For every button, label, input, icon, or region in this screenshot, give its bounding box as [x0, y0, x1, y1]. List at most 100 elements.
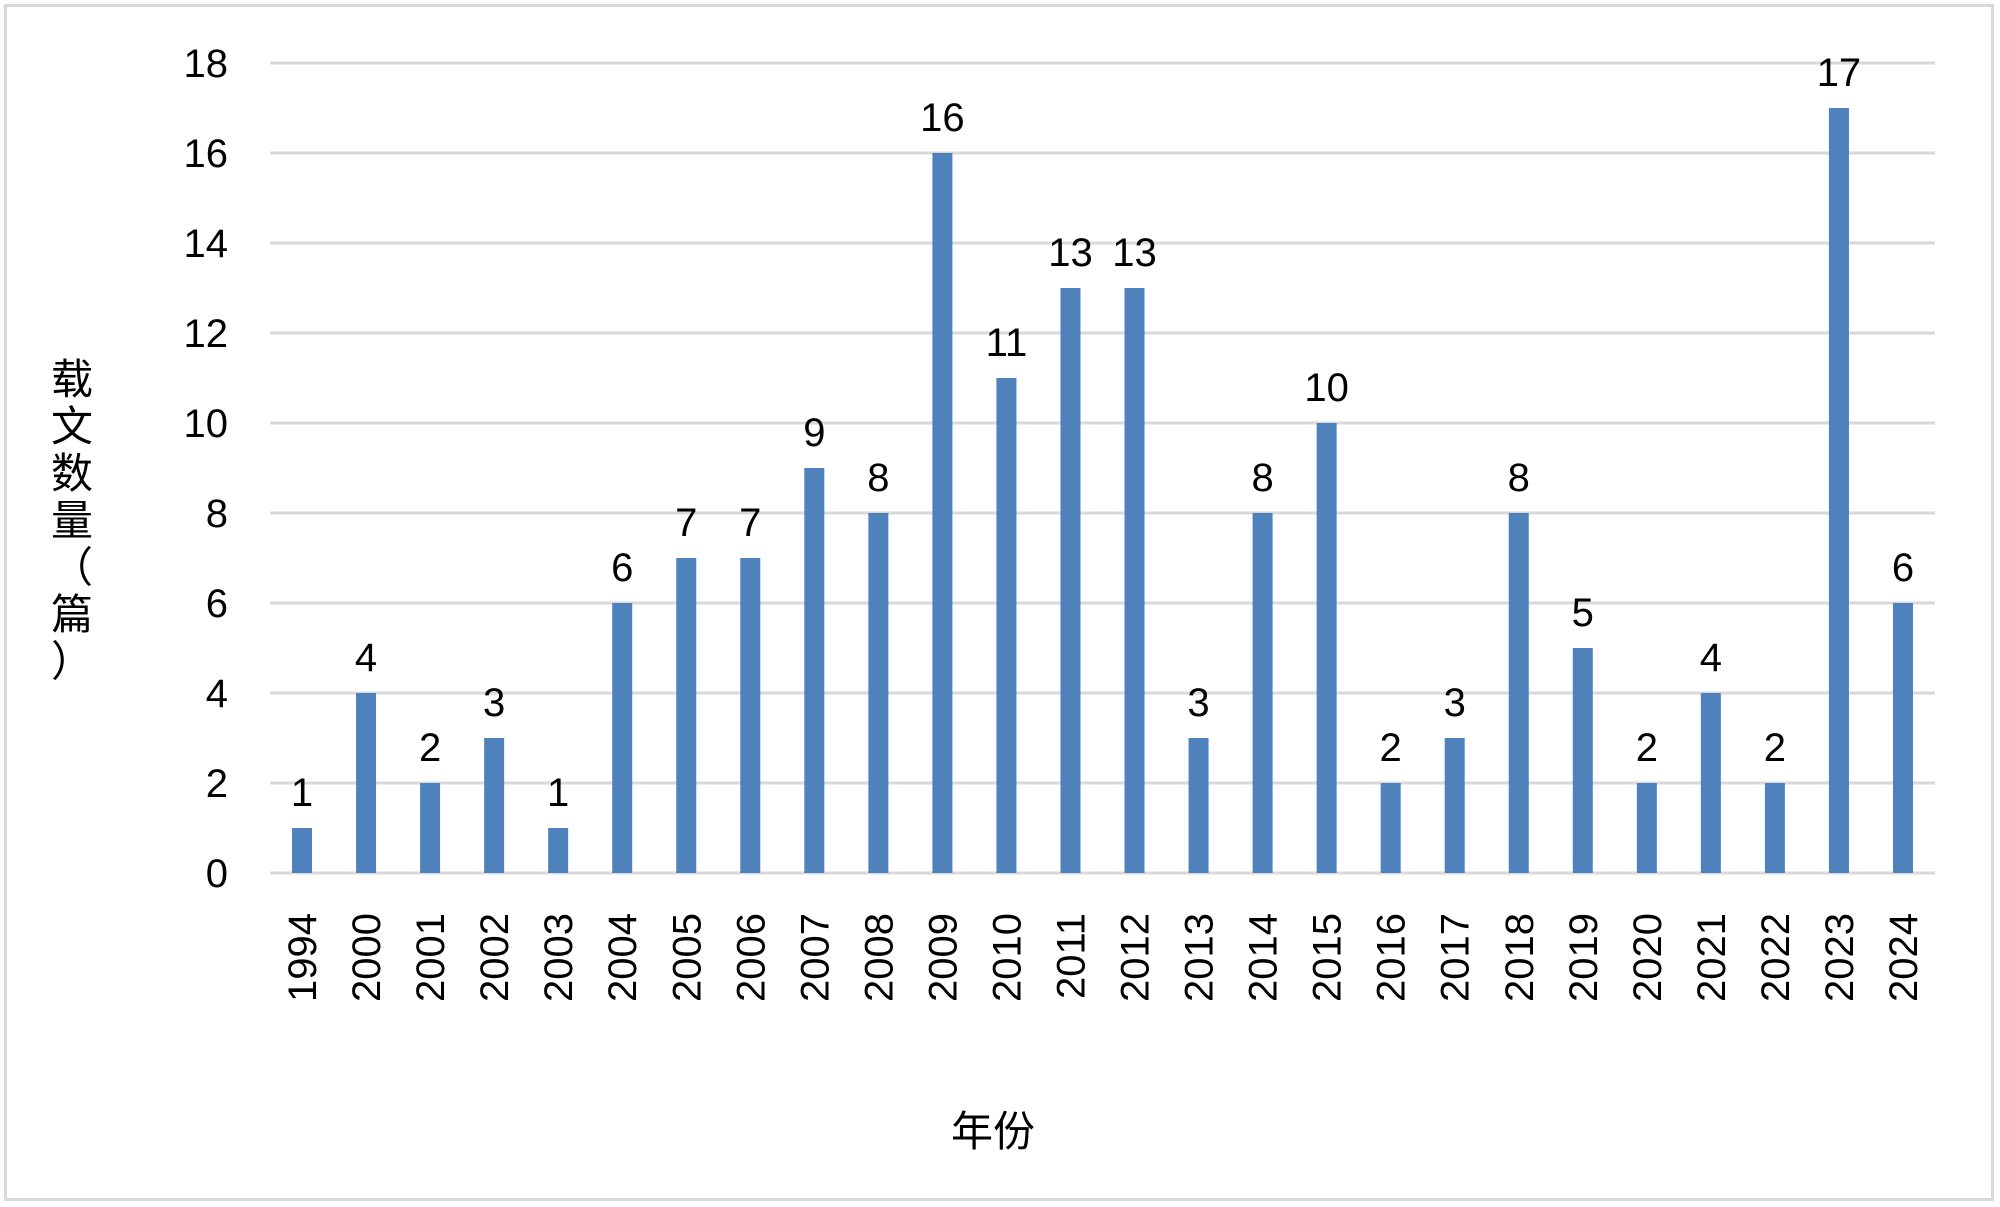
y-axis-title-char: 载: [51, 355, 93, 404]
x-tick-label-2004: 2004: [601, 913, 645, 1002]
data-label-2015: 10: [1304, 366, 1349, 410]
x-tick-label-2008: 2008: [857, 913, 901, 1002]
data-label-2012: 13: [1112, 231, 1157, 275]
data-label-2018: 8: [1508, 456, 1530, 500]
y-axis-title-char: 数: [51, 449, 93, 498]
bar-2003: [548, 828, 569, 873]
bar-2010: [996, 378, 1017, 873]
x-tick-label-2024: 2024: [1882, 913, 1926, 1002]
bar-2014: [1252, 513, 1273, 873]
bar-2020: [1636, 783, 1657, 873]
bar-2007: [804, 468, 825, 873]
bar-2021: [1700, 693, 1721, 873]
bar-2004: [612, 603, 633, 873]
bar-2013: [1188, 738, 1209, 873]
bar-2009: [932, 153, 953, 873]
data-label-2005: 7: [675, 501, 697, 545]
x-tick-label-2006: 2006: [729, 913, 773, 1002]
x-tick-label-2022: 2022: [1754, 913, 1798, 1002]
bar-2022: [1764, 783, 1785, 873]
y-tick-label: 8: [206, 492, 228, 536]
data-label-2006: 7: [739, 501, 761, 545]
data-label-2011: 13: [1048, 231, 1093, 275]
x-tick-label-2017: 2017: [1434, 913, 1478, 1002]
y-axis-title-char: ）: [51, 637, 93, 686]
data-label-1994: 1: [291, 771, 313, 815]
y-tick-label: 12: [184, 312, 229, 356]
x-tick-label-2001: 2001: [409, 913, 453, 1002]
bar-2023: [1828, 108, 1849, 873]
x-tick-label-2019: 2019: [1562, 913, 1606, 1002]
bar-2015: [1316, 423, 1337, 873]
y-tick-label: 10: [184, 402, 229, 446]
y-tick-label: 4: [206, 672, 228, 716]
x-tick-label-2002: 2002: [473, 913, 517, 1002]
bar-2002: [484, 738, 505, 873]
y-axis-title-char: 量: [51, 496, 93, 545]
x-tick-label-2014: 2014: [1242, 913, 1286, 1002]
data-label-2008: 8: [867, 456, 889, 500]
bar-2018: [1508, 513, 1529, 873]
x-tick-label-2000: 2000: [345, 913, 389, 1002]
data-label-2002: 3: [483, 681, 505, 725]
x-tick-label-2016: 2016: [1370, 913, 1414, 1002]
x-tick-label-2023: 2023: [1818, 913, 1862, 1002]
x-tick-label-2003: 2003: [537, 913, 581, 1002]
x-tick-label-2015: 2015: [1306, 913, 1350, 1002]
y-axis-title-char: 篇: [51, 590, 93, 639]
data-label-2022: 2: [1764, 726, 1786, 770]
x-tick-label-2012: 2012: [1114, 913, 1158, 1002]
data-label-2010: 11: [986, 321, 1028, 365]
y-tick-label: 6: [206, 582, 228, 626]
bar-2006: [740, 558, 761, 873]
y-tick-label: 18: [184, 42, 229, 86]
data-label-2017: 3: [1444, 681, 1466, 725]
x-tick-label-2013: 2013: [1178, 913, 1222, 1002]
data-label-2000: 4: [355, 636, 377, 680]
data-label-2024: 6: [1892, 546, 1914, 590]
bar-2016: [1380, 783, 1401, 873]
y-tick-label: 0: [206, 852, 228, 896]
bar-2019: [1572, 648, 1593, 873]
y-tick-label: 2: [206, 762, 228, 806]
x-tick-label-2011: 2011: [1049, 913, 1093, 999]
data-label-2007: 9: [803, 411, 825, 455]
gridlines: [270, 61, 1935, 875]
bar-2011: [1060, 288, 1081, 873]
data-label-2004: 6: [611, 546, 633, 590]
data-label-2001: 2: [419, 726, 441, 770]
data-label-2023: 17: [1817, 51, 1862, 95]
x-axis-title: 年份: [951, 1107, 1035, 1156]
data-label-2016: 2: [1380, 726, 1402, 770]
y-tick-label: 16: [184, 132, 229, 176]
y-tick-label: 14: [184, 222, 229, 266]
data-label-2021: 4: [1700, 636, 1722, 680]
x-tick-label-2010: 2010: [985, 913, 1029, 1002]
bar-2012: [1124, 288, 1145, 873]
bars: [292, 108, 1913, 873]
data-label-2014: 8: [1251, 456, 1273, 500]
bar-2008: [868, 513, 889, 873]
x-tick-label-2018: 2018: [1498, 913, 1542, 1002]
x-tick-label-2009: 2009: [921, 913, 965, 1002]
x-tick-label-1994: 1994: [281, 913, 325, 1002]
data-label-2009: 16: [920, 96, 965, 140]
x-tick-label-2007: 2007: [793, 913, 837, 1002]
bar-2005: [676, 558, 697, 873]
x-tick-label-2005: 2005: [665, 913, 709, 1002]
bar-2001: [420, 783, 441, 873]
y-axis-ticks: 0 2 4 6 8 10 12 14 16 18: [184, 42, 229, 896]
bar-2024: [1892, 603, 1913, 873]
x-tick-label-2020: 2020: [1626, 913, 1670, 1002]
data-label-2020: 2: [1636, 726, 1658, 770]
y-axis-title-char: 文: [51, 402, 93, 451]
data-label-2019: 5: [1572, 591, 1594, 635]
bar-1994: [292, 828, 313, 873]
x-tick-label-2021: 2021: [1690, 913, 1734, 1002]
bar-2000: [356, 693, 377, 873]
data-label-2013: 3: [1187, 681, 1209, 725]
data-label-2003: 1: [547, 771, 569, 815]
